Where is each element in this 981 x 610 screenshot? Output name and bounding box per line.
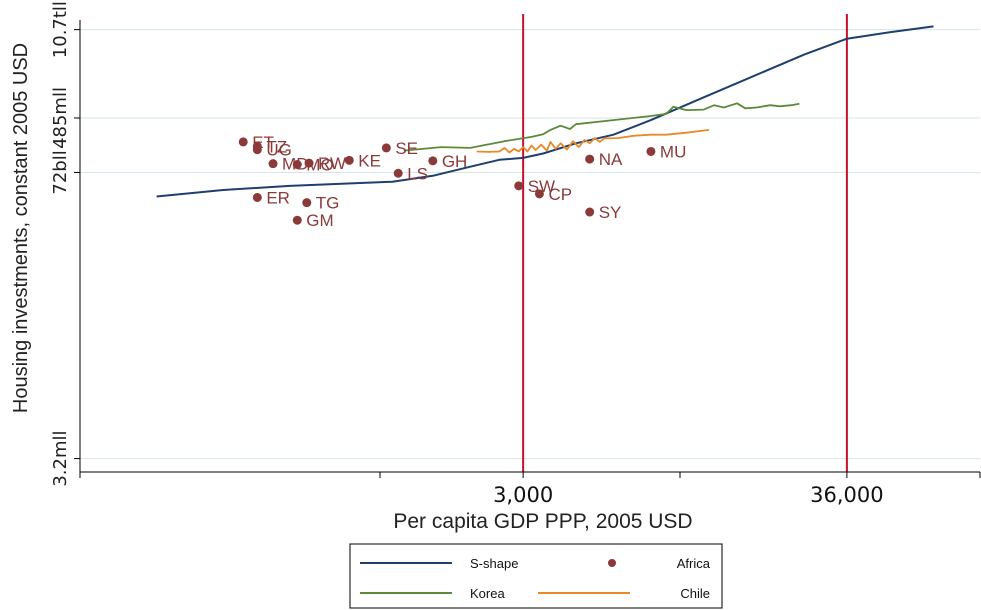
series-lines [156, 25, 934, 198]
point-label-se: SE [395, 139, 418, 158]
point-sw [514, 181, 524, 191]
y-tick-label: 3.2mll [50, 430, 71, 486]
point-label-ug: UG [266, 141, 292, 160]
x-axis-title: Per capita GDP PPP, 2005 USD [393, 510, 692, 533]
y-tick-label: 72bll [50, 150, 71, 194]
x-ticks: 3,000 36,000 [79, 472, 981, 507]
point-mo [292, 160, 302, 170]
africa-points: ETUGTZMDMORWKESEGHLSERTGGMSWCPNAMUSY [238, 133, 686, 230]
y-tick-label: 10.7tll [50, 1, 71, 58]
point-sy [585, 207, 595, 217]
point-mu [646, 146, 656, 156]
point-ls [393, 168, 403, 178]
series-line-korea [403, 102, 800, 152]
point-md [268, 159, 278, 169]
reference-lines [522, 14, 848, 472]
point-label-ke: KE [358, 151, 381, 170]
point-se [381, 143, 391, 153]
x-tick-label: 36,000 [810, 483, 883, 507]
axes [79, 20, 980, 473]
y-axis-title: Housing investments, constant 2005 USD [10, 43, 32, 413]
point-label-gm: GM [306, 211, 333, 230]
point-label-ls: LS [407, 164, 428, 183]
legend-label-africa: Africa [677, 556, 711, 571]
point-label-sw: SW [528, 177, 555, 196]
point-label-mu: MU [660, 142, 686, 161]
point-label-er: ER [266, 188, 290, 207]
legend-swatch-africa [608, 559, 616, 567]
point-tz [252, 141, 262, 151]
legend-label-chile: Chile [680, 586, 710, 601]
series-line-s-shape [156, 25, 934, 198]
point-er [252, 192, 262, 202]
point-label-cp: CP [548, 185, 572, 204]
point-label-tg: TG [316, 194, 340, 213]
point-rw [304, 158, 314, 168]
point-label-tz: TZ [266, 137, 287, 156]
legend-label-s-shape: S-shape [470, 556, 518, 571]
point-label-sy: SY [599, 203, 622, 222]
point-label-rw: RW [318, 154, 346, 173]
point-ke [344, 155, 354, 165]
point-gm [292, 215, 302, 225]
legend-label-korea: Korea [470, 586, 505, 601]
point-gh [428, 156, 438, 166]
series-line-chile [476, 129, 710, 154]
point-et [238, 137, 248, 147]
point-label-mo: MO [306, 156, 333, 175]
point-label-na: NA [599, 150, 623, 169]
point-label-gh: GH [442, 152, 468, 171]
point-tg [302, 198, 312, 208]
y-tick-label: 485mll [50, 87, 71, 149]
point-na [585, 154, 595, 164]
x-tick-label: 3,000 [493, 483, 553, 507]
grid-lines [80, 29, 980, 460]
point-cp [534, 189, 544, 199]
legend: S-shape Africa Korea Chile [349, 543, 723, 609]
legend-box [349, 543, 723, 609]
